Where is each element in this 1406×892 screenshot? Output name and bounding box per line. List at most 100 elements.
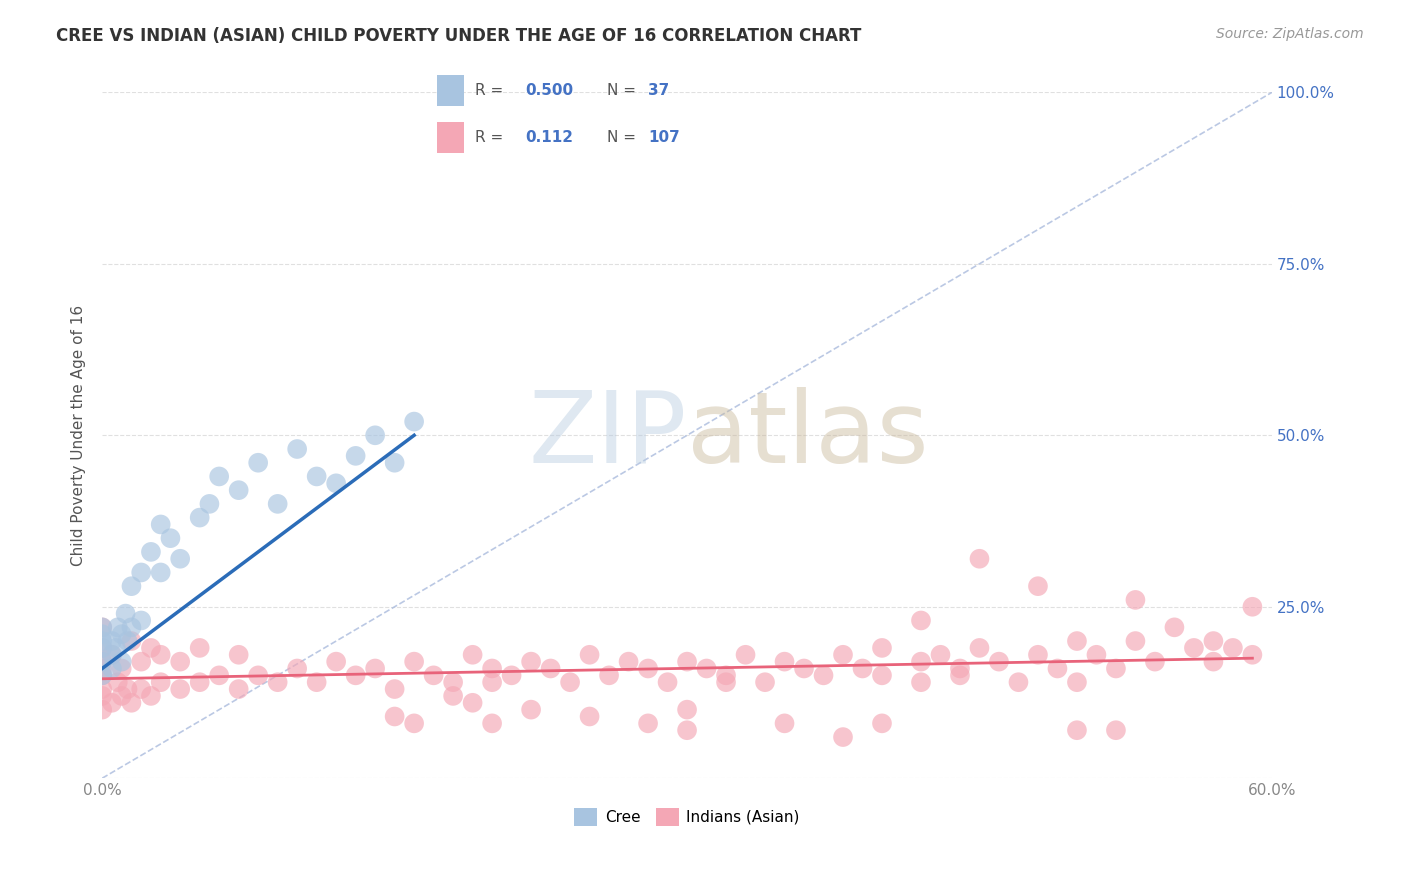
Point (676, 703, 699, 717)
Point (870, 640, 893, 655)
Point (169, 655, 191, 669)
Point (149, 648, 172, 662)
Point (578, 648, 600, 662)
Point (266, 497, 288, 511)
Point (1066, 675, 1088, 690)
Point (832, 730, 855, 744)
Point (91, 627, 114, 641)
Point (520, 655, 543, 669)
Point (404, 716, 426, 731)
Point (91, 655, 114, 669)
Point (501, 668, 523, 682)
Point (696, 661, 718, 675)
Point (364, 661, 387, 675)
Point (714, 675, 737, 690)
Point (104, 640, 127, 655)
Point (1202, 634, 1225, 648)
Point (461, 648, 484, 662)
Point (870, 716, 893, 731)
Point (139, 545, 162, 559)
Point (441, 675, 464, 690)
Point (101, 648, 124, 662)
Point (107, 675, 129, 690)
Point (91, 668, 114, 682)
Point (714, 668, 737, 682)
Point (91, 703, 114, 717)
Point (910, 614, 932, 628)
Text: N =: N = (607, 130, 641, 145)
Point (461, 696, 484, 710)
Point (129, 655, 152, 669)
Point (149, 675, 172, 690)
Point (198, 497, 221, 511)
Text: 0.112: 0.112 (524, 130, 572, 145)
Point (1066, 634, 1088, 648)
Point (139, 640, 162, 655)
Point (344, 449, 367, 463)
Point (111, 689, 134, 703)
Point (247, 456, 270, 470)
Point (773, 655, 796, 669)
Point (1007, 675, 1029, 690)
Point (422, 668, 444, 682)
Point (1105, 661, 1128, 675)
Point (120, 696, 142, 710)
Point (441, 689, 464, 703)
Point (188, 640, 211, 655)
Point (107, 620, 129, 634)
Point (481, 661, 503, 675)
Point (120, 579, 142, 593)
Point (870, 668, 893, 682)
Point (101, 648, 124, 662)
Point (208, 469, 231, 483)
Point (657, 675, 679, 690)
Legend: Cree, Indians (Asian): Cree, Indians (Asian) (568, 801, 806, 832)
Point (910, 675, 932, 690)
Point (637, 661, 659, 675)
Point (129, 566, 152, 580)
Point (228, 648, 250, 662)
Point (520, 703, 543, 717)
Point (1202, 655, 1225, 669)
Point (754, 675, 776, 690)
Point (969, 551, 991, 566)
Point (1105, 723, 1128, 738)
Point (734, 648, 756, 662)
Point (1125, 634, 1147, 648)
Text: 37: 37 (648, 83, 669, 97)
Text: R =: R = (475, 130, 509, 145)
FancyBboxPatch shape (437, 75, 464, 105)
Point (228, 483, 250, 498)
Text: Source: ZipAtlas.com: Source: ZipAtlas.com (1216, 27, 1364, 41)
Point (676, 655, 699, 669)
Point (325, 655, 347, 669)
Point (91, 661, 114, 675)
Point (325, 476, 347, 491)
Point (637, 716, 659, 731)
Point (1066, 723, 1088, 738)
Point (773, 716, 796, 731)
Point (117, 634, 139, 648)
Point (91, 689, 114, 703)
Point (111, 661, 134, 675)
Point (1125, 593, 1147, 607)
Text: 0.500: 0.500 (524, 83, 572, 97)
FancyBboxPatch shape (437, 122, 464, 153)
Text: atlas: atlas (688, 387, 929, 483)
Point (384, 709, 406, 723)
Point (540, 661, 562, 675)
Point (91, 681, 114, 696)
Point (676, 723, 699, 738)
Point (364, 428, 387, 442)
Point (111, 627, 134, 641)
Point (101, 661, 124, 675)
Point (1046, 661, 1069, 675)
Point (1085, 648, 1108, 662)
Point (813, 668, 835, 682)
Point (1026, 579, 1049, 593)
Point (91, 655, 114, 669)
Point (129, 681, 152, 696)
Point (481, 675, 503, 690)
Point (851, 661, 873, 675)
Y-axis label: Child Poverty Under the Age of 16: Child Poverty Under the Age of 16 (72, 305, 86, 566)
